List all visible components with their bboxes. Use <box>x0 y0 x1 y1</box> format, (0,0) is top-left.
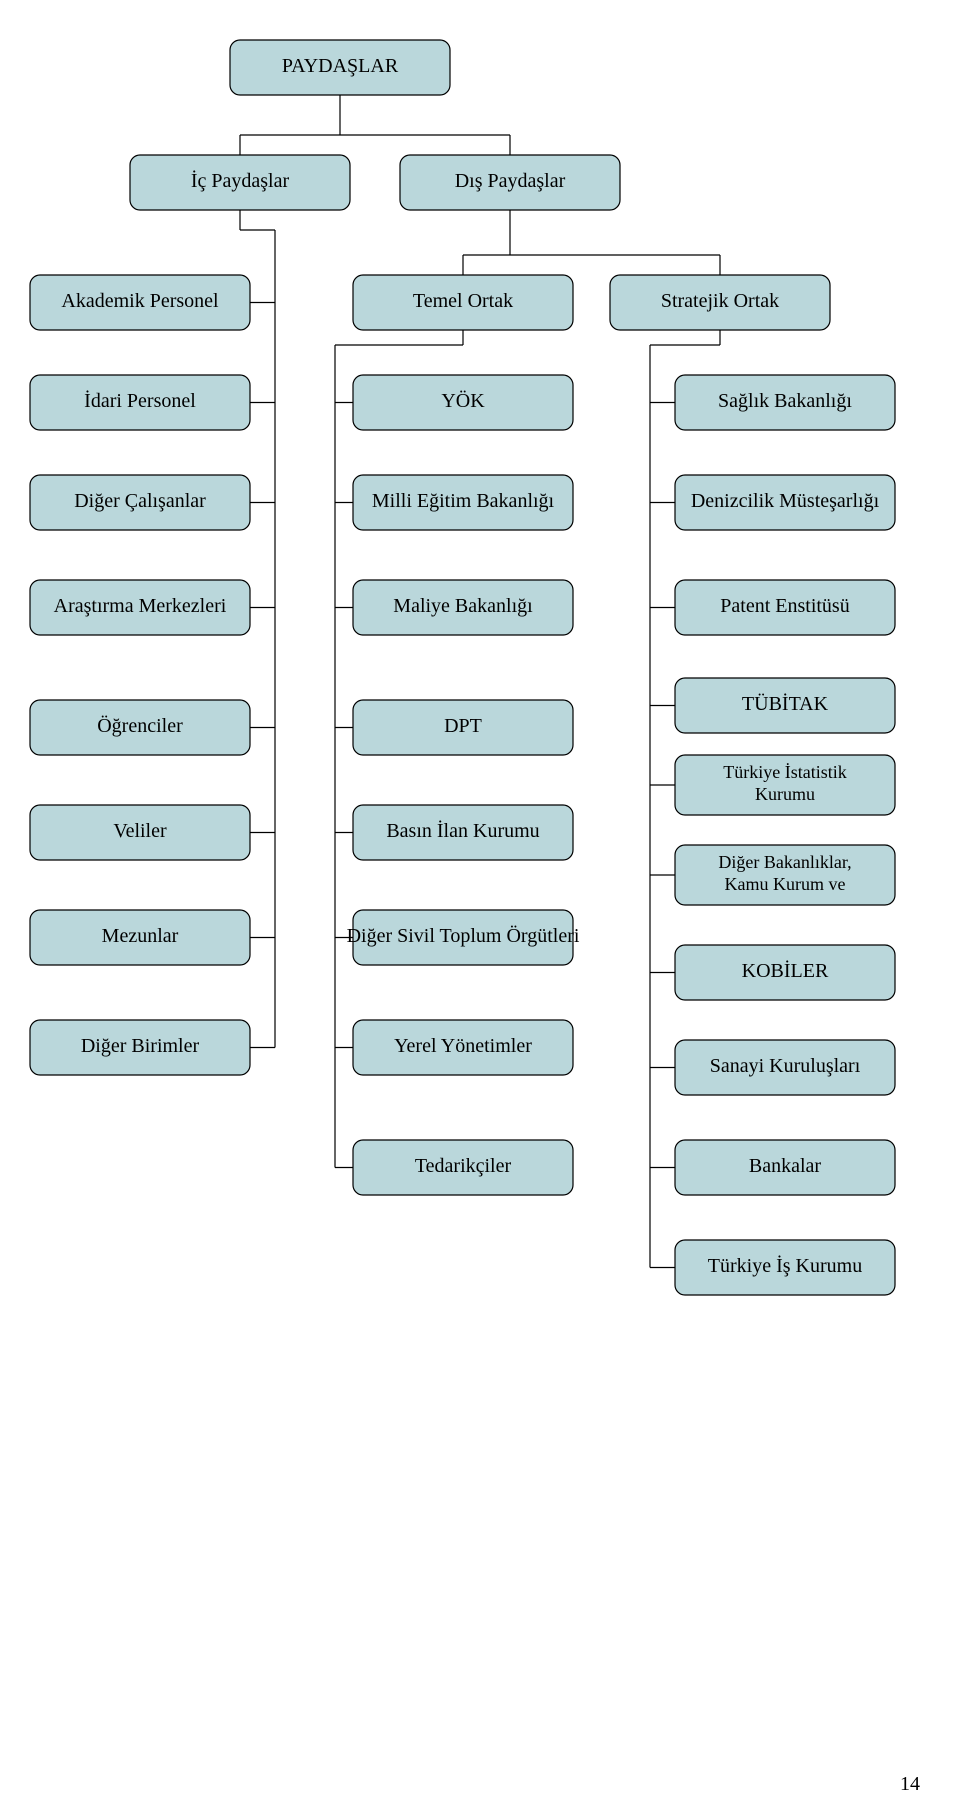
label-kobiler: KOBİLER <box>742 959 829 982</box>
label-dis_paydaslar: Dış Paydaşlar <box>455 170 566 192</box>
label-dpt: DPT <box>444 715 482 737</box>
label-ogrenciler: Öğrenciler <box>97 714 183 737</box>
label-ic_paydaslar: İç Paydaşlar <box>191 169 290 192</box>
org-chart: PAYDAŞLAR İç Paydaşlar Dış Paydaşlar Akadem… <box>0 0 960 1815</box>
label-denizcilik: Denizcilik Müsteşarlığı <box>691 490 880 512</box>
page-number: 14 <box>900 1773 920 1795</box>
label-tedarikciler: Tedarikçiler <box>415 1155 512 1177</box>
label-diger_bakanliklar-1: Diğer Bakanlıklar, <box>718 852 851 872</box>
label-tubitak: TÜBİTAK <box>742 692 829 715</box>
label-milli_egitim: Milli Eğitim Bakanlığı <box>372 490 555 512</box>
label-paydaslar: PAYDAŞLAR <box>282 55 399 77</box>
label-diger_bakanliklar-2: Kamu Kurum ve <box>725 874 846 894</box>
label-arastirma_merkezleri: Araştırma Merkezleri <box>54 595 227 617</box>
label-bankalar: Bankalar <box>749 1155 822 1177</box>
label-tuik-1: Türkiye İstatistik <box>723 762 846 782</box>
label-stratejik_ortak: Stratejik Ortak <box>661 290 779 312</box>
label-maliye_bakanligi: Maliye Bakanlığı <box>393 595 533 617</box>
label-akademik_personel: Akademik Personel <box>61 290 219 312</box>
label-saglik_bakanligi: Sağlık Bakanlığı <box>718 390 852 412</box>
label-veliler: Veliler <box>113 820 167 842</box>
label-yerel_yonetimler: Yerel Yönetimler <box>394 1035 532 1057</box>
label-patent_enstitusu: Patent Enstitüsü <box>720 595 849 617</box>
label-sanayi_kurulus: Sanayi Kuruluşları <box>710 1055 861 1077</box>
label-diger_stk: Diğer Sivil Toplum Örgütleri <box>347 924 580 947</box>
label-idari_personel: İdari Personel <box>84 389 196 412</box>
label-diger_birimler: Diğer Birimler <box>81 1035 200 1057</box>
label-tuik-2: Kurumu <box>755 784 815 804</box>
label-yok: YÖK <box>441 389 485 412</box>
label-basin_ilan: Basın İlan Kurumu <box>386 819 539 842</box>
label-mezunlar: Mezunlar <box>102 925 179 947</box>
label-temel_ortak: Temel Ortak <box>413 290 513 312</box>
label-turkiye_is_kurumu: Türkiye İş Kurumu <box>708 1254 862 1277</box>
label-diger_calisanlar: Diğer Çalışanlar <box>74 490 206 512</box>
